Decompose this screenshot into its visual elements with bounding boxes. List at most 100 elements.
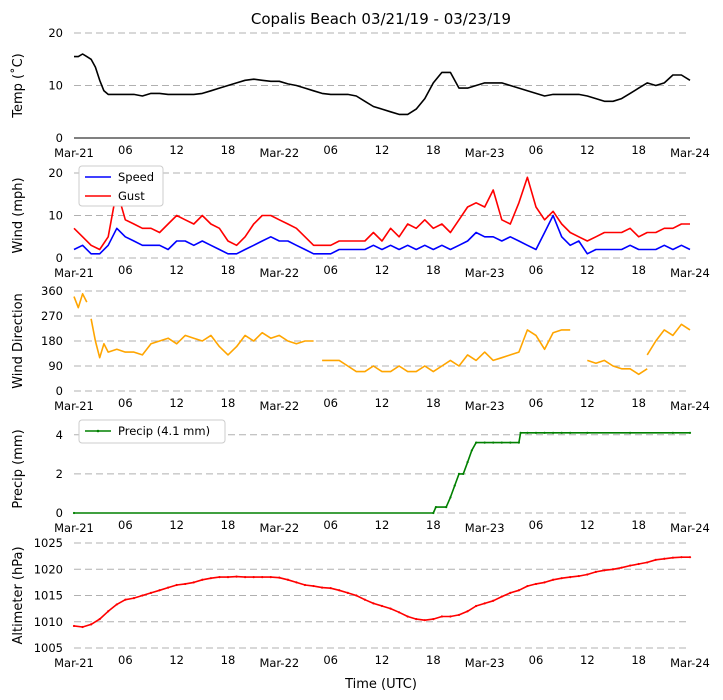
- altimeter-data-point: [509, 591, 512, 594]
- winddir-x-tick-label: 06: [529, 396, 544, 410]
- altimeter-data-point: [218, 576, 221, 579]
- temp-y-tick-label: 0: [56, 131, 63, 145]
- altimeter-y-axis-label: Altimeter (hPa): [11, 546, 26, 644]
- wind-y-tick-label: 0: [56, 251, 63, 265]
- precip-data-point: [475, 441, 478, 444]
- altimeter-data-point: [201, 578, 204, 581]
- altimeter-data-point: [526, 584, 529, 588]
- altimeter-data-point: [543, 581, 546, 584]
- precip-legend: Precip (4.1 mm): [78, 419, 226, 444]
- winddir-series-direction-line: [90, 318, 314, 359]
- precip-x-tick-label: 06: [529, 518, 544, 532]
- altimeter-data-point: [338, 589, 341, 592]
- precip-data-point: [569, 431, 572, 434]
- altimeter-y-tick-label: 1015: [34, 589, 63, 603]
- wind-x-tick-label: 06: [529, 263, 544, 277]
- altimeter-data-point: [167, 586, 170, 589]
- temp-x-tick-label: 12: [169, 143, 184, 157]
- precip-data-point: [629, 431, 632, 434]
- altimeter-data-point: [517, 589, 520, 592]
- altimeter-y-tick-label: 1010: [34, 615, 63, 629]
- winddir-x-tick-label: 12: [169, 396, 184, 410]
- altimeter-data-point: [363, 598, 366, 601]
- x-axis-label: Time (UTC): [344, 677, 417, 692]
- precip-data-point: [434, 506, 437, 509]
- winddir-x-tick-label: Mar-21: [54, 399, 94, 413]
- altimeter-data-point: [286, 578, 289, 581]
- altimeter-x-tick-label: 18: [631, 653, 646, 667]
- winddir-x-tick-label: 18: [426, 396, 441, 410]
- altimeter-data-point: [389, 607, 392, 610]
- altimeter-x-tick-label: 12: [375, 653, 390, 667]
- wind-x-tick-label: 12: [580, 263, 595, 277]
- altimeter-data-point: [124, 598, 127, 601]
- precip-x-tick-label: Mar-24: [670, 521, 710, 535]
- winddir-y-axis-label: Wind Direction: [11, 293, 26, 389]
- precip-data-point: [449, 496, 452, 499]
- wind-legend-label: Gust: [118, 189, 145, 203]
- altimeter-y-tick-label: 1020: [34, 562, 63, 576]
- altimeter-data-point: [646, 561, 649, 564]
- winddir-panel: 0 90 180 270 360 Mar-21 06 12 18 Mar-22 06 12 18 Mar-…: [11, 284, 710, 413]
- wind-x-tick-label: Mar-24: [670, 266, 710, 280]
- altimeter-data-point: [500, 595, 503, 598]
- altimeter-data-point: [269, 576, 272, 579]
- altimeter-data-point: [244, 576, 247, 579]
- altimeter-data-point: [141, 594, 144, 597]
- altimeter-data-point: [569, 576, 572, 579]
- winddir-series-direction-line: [73, 292, 88, 309]
- altimeter-data-point: [663, 557, 666, 560]
- winddir-y-tick-label: 360: [41, 284, 63, 298]
- wind-y-tick-label: 10: [48, 209, 63, 223]
- precip-data-point: [457, 472, 461, 475]
- precip-data-point: [432, 511, 435, 515]
- wind-x-tick-label: Mar-22: [259, 266, 299, 280]
- altimeter-data-point: [90, 623, 93, 626]
- precip-data-point: [688, 431, 692, 434]
- altimeter-data-point: [577, 574, 580, 578]
- precip-x-tick-label: 06: [323, 518, 338, 532]
- winddir-y-tick-label: 270: [41, 309, 63, 323]
- altimeter-data-point: [432, 618, 435, 621]
- altimeter-x-tick-label: 06: [529, 653, 544, 667]
- altimeter-data-point: [252, 576, 255, 579]
- altimeter-data-point: [406, 615, 409, 618]
- temp-x-tick-label: Mar-23: [465, 146, 505, 160]
- altimeter-data-point: [440, 615, 443, 618]
- altimeter-data-point: [209, 577, 212, 580]
- winddir-x-tick-label: 18: [221, 396, 236, 410]
- altimeter-data-point: [466, 610, 469, 613]
- temp-x-tick-label: 18: [221, 143, 236, 157]
- precip-x-tick-label: 12: [375, 518, 390, 532]
- altimeter-data-point: [611, 568, 615, 571]
- altimeter-data-point: [312, 584, 315, 588]
- precip-data-point: [534, 431, 538, 434]
- precip-data-point: [519, 431, 522, 434]
- temp-panel: 0 10 20 Mar-21 06 12 18 Mar-22 06 12 18 Mar-23 06 12 1…: [10, 26, 710, 160]
- precip-data-point: [517, 441, 520, 444]
- precip-legend-label: Precip (4.1 mm): [118, 424, 210, 438]
- altimeter-y-tick-label: 1005: [34, 641, 63, 655]
- wind-legend-label: Speed: [118, 170, 154, 184]
- altimeter-data-point: [560, 577, 563, 580]
- precip-panel: 0 2 4 Mar-21 06 12 18 Mar-22 06 12 18 Mar-23 06 12 18 M…: [11, 419, 710, 535]
- altimeter-data-point: [423, 619, 426, 622]
- altimeter-x-tick-label: 18: [426, 653, 441, 667]
- precip-data-point: [445, 506, 448, 509]
- precip-data-point: [671, 431, 674, 434]
- wind-x-tick-label: 18: [426, 263, 441, 277]
- wind-panel: 0 10 20 Mar-21 06 12 18 Mar-22 06 12 18 Mar-23 06 12 1…: [11, 165, 710, 280]
- wind-x-tick-label: Mar-21: [54, 266, 94, 280]
- altimeter-data-point: [149, 591, 153, 594]
- precip-data-point: [543, 431, 546, 434]
- altimeter-data-point: [475, 604, 478, 608]
- wind-x-tick-label: 12: [169, 263, 184, 277]
- wind-x-tick-label: 06: [323, 263, 338, 277]
- wind-x-tick-label: 18: [631, 263, 646, 277]
- temp-x-tick-label: 12: [375, 143, 390, 157]
- altimeter-data-point: [158, 589, 161, 592]
- precip-x-tick-label: 18: [426, 518, 441, 532]
- precip-data-point: [466, 461, 469, 464]
- precip-data-point: [509, 441, 512, 444]
